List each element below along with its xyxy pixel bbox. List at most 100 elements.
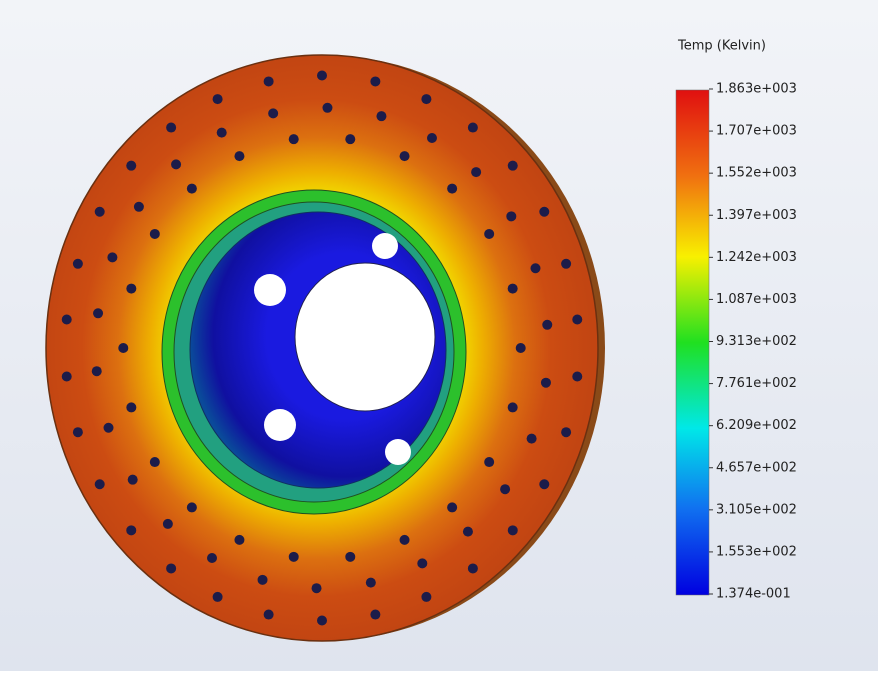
- drill-hole: [530, 263, 540, 273]
- center-bore: [295, 263, 435, 411]
- drill-hole: [400, 535, 410, 545]
- legend-title: Temp (Kelvin): [677, 39, 766, 54]
- drill-hole: [500, 484, 510, 494]
- drill-hole: [322, 103, 332, 113]
- drill-hole: [73, 427, 83, 437]
- scale-label: 9.313e+002: [716, 334, 797, 349]
- drill-hole: [126, 161, 136, 171]
- drill-hole: [447, 502, 457, 512]
- scale-label: 6.209e+002: [716, 418, 797, 433]
- drill-hole: [95, 207, 105, 217]
- brake-disc: [46, 55, 605, 641]
- color-scale: [676, 90, 709, 595]
- drill-hole: [107, 252, 117, 262]
- drill-hole: [463, 527, 473, 537]
- drill-hole: [317, 71, 327, 81]
- drill-hole: [150, 457, 160, 467]
- scale-label: 1.397e+003: [716, 208, 797, 223]
- bolt-hole: [264, 409, 296, 441]
- drill-hole: [427, 133, 437, 143]
- bolt-hole: [385, 439, 411, 465]
- bolt-hole: [372, 233, 398, 259]
- drill-hole: [572, 371, 582, 381]
- scale-label: 1.374e-001: [716, 587, 791, 602]
- drill-hole: [370, 76, 380, 86]
- drill-hole: [62, 315, 72, 325]
- drill-hole: [126, 525, 136, 535]
- drill-hole: [187, 502, 197, 512]
- drill-hole: [166, 123, 176, 133]
- drill-hole: [104, 423, 114, 433]
- drill-hole: [264, 610, 274, 620]
- scale-label: 1.552e+003: [716, 166, 797, 181]
- drill-hole: [508, 284, 518, 294]
- drill-hole: [234, 535, 244, 545]
- drill-hole: [268, 108, 278, 118]
- drill-hole: [213, 94, 223, 104]
- drill-hole: [468, 563, 478, 573]
- drill-hole: [73, 259, 83, 269]
- drill-hole: [234, 151, 244, 161]
- drill-hole: [484, 229, 494, 239]
- drill-hole: [92, 366, 102, 376]
- drill-hole: [93, 308, 103, 318]
- drill-hole: [312, 583, 322, 593]
- scale-label: 1.553e+002: [716, 544, 797, 559]
- drill-hole: [516, 343, 526, 353]
- drill-hole: [171, 159, 181, 169]
- drill-hole: [541, 378, 551, 388]
- drill-hole: [62, 371, 72, 381]
- scale-label: 1.242e+003: [716, 250, 797, 265]
- drill-hole: [150, 229, 160, 239]
- drill-hole: [187, 184, 197, 194]
- drill-hole: [163, 519, 173, 529]
- drill-hole: [95, 479, 105, 489]
- drill-hole: [166, 563, 176, 573]
- drill-hole: [527, 434, 537, 444]
- drill-hole: [421, 94, 431, 104]
- drill-hole: [539, 479, 549, 489]
- scale-label: 3.105e+002: [716, 502, 797, 517]
- drill-hole: [471, 167, 481, 177]
- drill-hole: [128, 475, 138, 485]
- drill-hole: [484, 457, 494, 467]
- drill-hole: [561, 259, 571, 269]
- scale-label: 4.657e+002: [716, 460, 797, 475]
- bolt-hole: [254, 274, 286, 306]
- drill-hole: [506, 211, 516, 221]
- drill-hole: [134, 202, 144, 212]
- drill-hole: [258, 575, 268, 585]
- drill-hole: [217, 128, 227, 138]
- drill-hole: [213, 592, 223, 602]
- drill-hole: [370, 610, 380, 620]
- drill-hole: [345, 134, 355, 144]
- scale-label: 7.761e+002: [716, 376, 797, 391]
- drill-hole: [539, 207, 549, 217]
- drill-hole: [345, 552, 355, 562]
- drill-hole: [421, 592, 431, 602]
- drill-hole: [417, 558, 427, 568]
- drill-hole: [126, 402, 136, 412]
- drill-hole: [508, 161, 518, 171]
- scale-label: 1.707e+003: [716, 124, 797, 139]
- drill-hole: [400, 151, 410, 161]
- viewport: Temp (Kelvin) 1.863e+003 1.707e+003 1.552e…: [0, 0, 878, 671]
- drill-hole: [289, 552, 299, 562]
- drill-hole: [207, 553, 217, 563]
- drill-hole: [366, 578, 376, 588]
- drill-hole: [508, 402, 518, 412]
- scale-label: 1.863e+003: [716, 82, 797, 97]
- scale-label: 1.087e+003: [716, 292, 797, 307]
- drill-hole: [126, 284, 136, 294]
- drill-hole: [289, 134, 299, 144]
- drill-hole: [118, 343, 128, 353]
- drill-hole: [572, 315, 582, 325]
- drill-hole: [561, 427, 571, 437]
- drill-hole: [542, 320, 552, 330]
- drill-hole: [317, 615, 327, 625]
- drill-hole: [264, 76, 274, 86]
- drill-hole: [447, 184, 457, 194]
- drill-hole: [468, 123, 478, 133]
- drill-hole: [508, 525, 518, 535]
- drill-hole: [376, 111, 386, 121]
